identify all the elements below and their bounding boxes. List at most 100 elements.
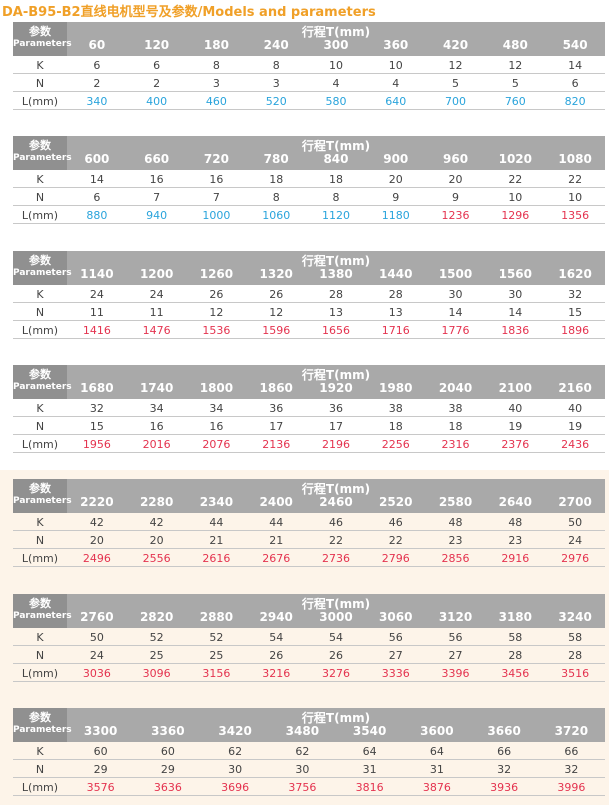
row-value: 6	[93, 59, 101, 72]
row-value: 22	[388, 534, 403, 548]
row-value: 2376	[501, 437, 530, 451]
row-value: 2496	[82, 552, 111, 566]
header-bar	[13, 250, 605, 285]
row-value: 26	[269, 648, 284, 662]
row-value: 46	[328, 516, 343, 530]
row-value: 880	[86, 209, 108, 223]
row-value: 20	[448, 173, 463, 187]
stroke-value: 1560	[498, 266, 533, 281]
row-value: 6	[93, 191, 101, 205]
stroke-value: 3420	[218, 723, 252, 738]
row-value: 36	[269, 401, 284, 415]
row-value: 580	[325, 95, 347, 108]
row-value: 38	[388, 401, 403, 415]
row-value: 1000	[202, 209, 231, 223]
row-value: 1120	[321, 209, 350, 223]
row-value: 22	[508, 173, 523, 187]
row-value: 15	[568, 305, 583, 319]
background-band	[0, 470, 609, 805]
stroke-label: 行程T(mm)	[301, 482, 371, 497]
row-value: 3936	[490, 780, 519, 794]
page-title: DA-B95-B2直线电机型号及参数/Models and parameters	[2, 5, 376, 20]
header-param-cell	[13, 707, 67, 742]
row-value: 12	[508, 59, 523, 72]
stroke-value: 300	[323, 38, 349, 52]
row-value: 12	[448, 59, 463, 72]
row-value: 6	[153, 59, 161, 72]
row-value: 29	[160, 762, 175, 776]
stroke-value: 3180	[498, 609, 533, 624]
row-label: N	[35, 305, 45, 319]
stroke-value: 2340	[199, 495, 234, 510]
row-value: 8	[212, 59, 220, 72]
row-label: L(mm)	[21, 666, 59, 680]
row-value: 32	[89, 401, 104, 415]
row-value: 11	[149, 305, 164, 319]
row-value: 2616	[202, 552, 231, 566]
stroke-value: 420	[443, 38, 469, 52]
row-value: 2	[153, 77, 161, 90]
row-value: 56	[448, 630, 463, 644]
row-value: 1296	[501, 209, 530, 223]
row-divider	[13, 451, 605, 453]
header-param-cell	[13, 136, 67, 171]
row-value: 32	[564, 762, 579, 776]
row-value: 5	[511, 77, 519, 90]
row-value: 34	[149, 401, 164, 415]
row-value: 22	[328, 534, 343, 548]
row-value: 16	[149, 419, 164, 433]
stroke-value: 2160	[558, 380, 592, 395]
row-value: 15	[89, 419, 104, 433]
row-divider	[13, 109, 605, 110]
row-value: 17	[328, 419, 343, 433]
stroke-value: 480	[502, 38, 528, 52]
stroke-value: 3300	[83, 723, 118, 738]
header-param-cell	[13, 479, 67, 514]
row-value: 3636	[153, 780, 182, 794]
row-value: 26	[328, 648, 343, 662]
stroke-value: 1200	[139, 266, 174, 281]
row-value: 14	[89, 173, 104, 187]
row-label: N	[35, 419, 45, 433]
row-value: 1476	[142, 323, 171, 337]
row-value: 2256	[381, 437, 410, 451]
row-divider	[13, 566, 605, 568]
row-value: 1416	[82, 323, 111, 337]
stroke-value: 2640	[498, 495, 533, 510]
row-value: 25	[209, 648, 224, 662]
header-param-cell	[13, 250, 67, 285]
stroke-value: 3240	[558, 609, 592, 624]
row-value: 21	[209, 534, 224, 548]
row-value: 32	[497, 762, 512, 776]
stroke-value: 1620	[558, 266, 592, 281]
row-value: 14	[448, 305, 463, 319]
row-value: 22	[568, 173, 583, 187]
row-divider	[13, 73, 605, 74]
row-divider	[13, 205, 605, 207]
row-label: N	[35, 191, 45, 205]
stroke-value: 1020	[498, 152, 533, 167]
row-value: 31	[362, 762, 377, 776]
row-value: 26	[209, 287, 224, 301]
stroke-value: 1380	[319, 266, 353, 281]
stroke-value: 1260	[199, 266, 234, 281]
row-value: 20	[89, 534, 104, 548]
header-bar	[13, 593, 605, 628]
stroke-value: 1980	[379, 380, 413, 395]
row-value: 3036	[82, 666, 111, 680]
row-value: 25	[149, 648, 164, 662]
param-label: 参数	[29, 253, 51, 267]
stroke-value: 1920	[319, 380, 353, 395]
row-divider	[13, 548, 605, 550]
row-value: 2736	[321, 552, 350, 566]
row-value: 10	[328, 59, 343, 72]
row-value: 21	[269, 534, 284, 548]
row-value: 7	[212, 191, 220, 205]
row-value: 52	[149, 630, 164, 644]
stroke-value: 1800	[199, 380, 234, 395]
row-value: 7	[153, 191, 161, 205]
row-value: 3876	[422, 780, 451, 794]
row-value: 10	[388, 59, 403, 72]
row-value: 8	[332, 191, 340, 205]
